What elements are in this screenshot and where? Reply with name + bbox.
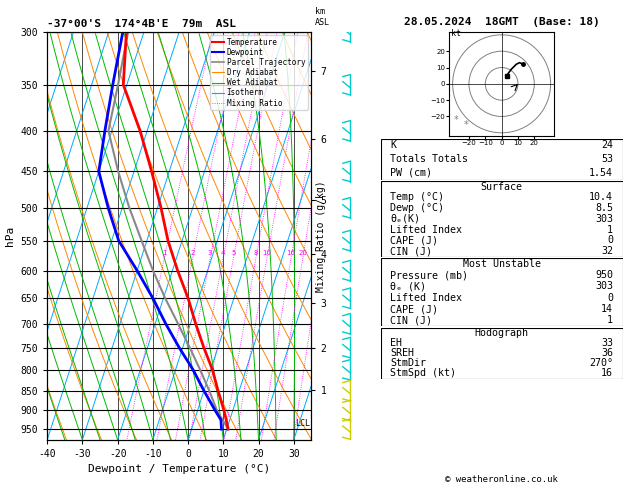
Text: 3: 3 <box>208 250 213 256</box>
Text: 16: 16 <box>286 250 296 256</box>
Text: PW (cm): PW (cm) <box>390 168 432 178</box>
Text: 0: 0 <box>607 293 613 303</box>
Text: 16: 16 <box>601 368 613 379</box>
Legend: Temperature, Dewpoint, Parcel Trajectory, Dry Adiabat, Wet Adiabat, Isotherm, Mi: Temperature, Dewpoint, Parcel Trajectory… <box>210 35 308 110</box>
Text: Surface: Surface <box>481 182 523 191</box>
Text: Lifted Index: Lifted Index <box>390 225 462 235</box>
Text: Most Unstable: Most Unstable <box>462 259 541 269</box>
Text: 10.4: 10.4 <box>589 192 613 203</box>
Text: 303: 303 <box>595 214 613 224</box>
Text: 33: 33 <box>601 338 613 348</box>
Text: 4: 4 <box>221 250 225 256</box>
Text: 20: 20 <box>298 250 307 256</box>
Text: 5: 5 <box>231 250 235 256</box>
Text: km
ASL: km ASL <box>314 7 330 27</box>
Text: 8: 8 <box>253 250 258 256</box>
Text: *: * <box>454 115 459 125</box>
Text: kt: kt <box>451 30 461 38</box>
Text: Pressure (mb): Pressure (mb) <box>390 270 468 280</box>
Text: CAPE (J): CAPE (J) <box>390 304 438 314</box>
Text: Mixing Ratio (g/kg): Mixing Ratio (g/kg) <box>316 180 326 292</box>
Text: CIN (J): CIN (J) <box>390 246 432 256</box>
Text: 10: 10 <box>262 250 271 256</box>
Text: 950: 950 <box>595 270 613 280</box>
Text: 1: 1 <box>607 225 613 235</box>
Text: 2: 2 <box>191 250 194 256</box>
Text: 53: 53 <box>601 154 613 164</box>
Text: StmDir: StmDir <box>390 358 426 368</box>
Text: Lifted Index: Lifted Index <box>390 293 462 303</box>
Text: Hodograph: Hodograph <box>475 328 528 338</box>
Text: 1: 1 <box>162 250 166 256</box>
Text: 0: 0 <box>607 235 613 245</box>
Text: K: K <box>390 140 396 150</box>
Text: 1.54: 1.54 <box>589 168 613 178</box>
Text: EH: EH <box>390 338 402 348</box>
Text: 8.5: 8.5 <box>595 203 613 213</box>
X-axis label: Dewpoint / Temperature (°C): Dewpoint / Temperature (°C) <box>88 465 270 474</box>
Text: SREH: SREH <box>390 348 415 358</box>
Text: θₑ(K): θₑ(K) <box>390 214 420 224</box>
Text: 1: 1 <box>607 315 613 326</box>
Text: StmSpd (kt): StmSpd (kt) <box>390 368 456 379</box>
Text: 36: 36 <box>601 348 613 358</box>
Text: © weatheronline.co.uk: © weatheronline.co.uk <box>445 474 558 484</box>
Text: θₑ (K): θₑ (K) <box>390 281 426 292</box>
Text: LCL: LCL <box>295 419 310 428</box>
Text: 14: 14 <box>601 304 613 314</box>
Text: *: * <box>464 120 468 130</box>
Text: 24: 24 <box>601 140 613 150</box>
Text: 270°: 270° <box>589 358 613 368</box>
Text: 28.05.2024  18GMT  (Base: 18): 28.05.2024 18GMT (Base: 18) <box>404 17 599 27</box>
Text: Totals Totals: Totals Totals <box>390 154 468 164</box>
Text: 32: 32 <box>601 246 613 256</box>
Text: Dewp (°C): Dewp (°C) <box>390 203 444 213</box>
Text: CIN (J): CIN (J) <box>390 315 432 326</box>
Text: Temp (°C): Temp (°C) <box>390 192 444 203</box>
Text: CAPE (J): CAPE (J) <box>390 235 438 245</box>
Text: -37°00'S  174°4B'E  79m  ASL: -37°00'S 174°4B'E 79m ASL <box>47 19 236 30</box>
Y-axis label: hPa: hPa <box>5 226 15 246</box>
Text: 303: 303 <box>595 281 613 292</box>
